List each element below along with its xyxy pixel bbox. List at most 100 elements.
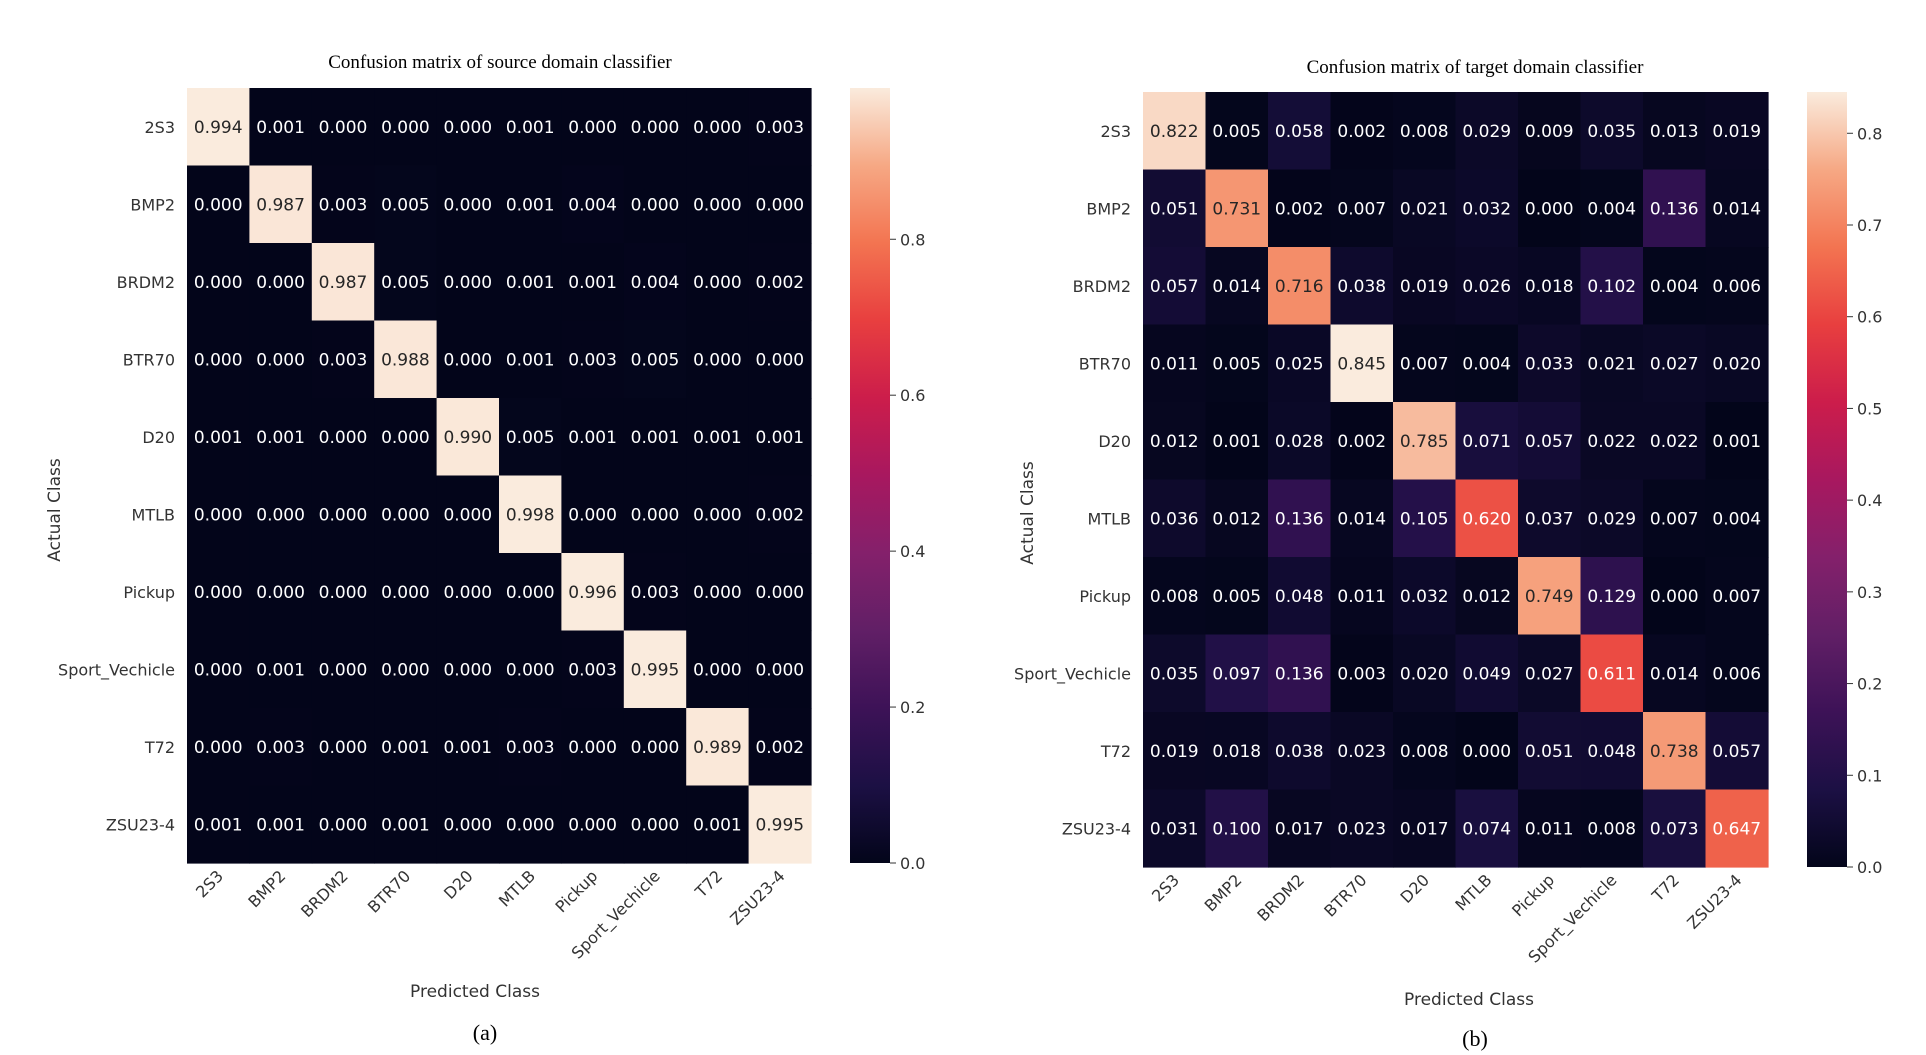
source-cell-6-5 [499, 553, 562, 632]
target-y-tick-label: BMP2 [1086, 199, 1131, 218]
target-cell-9-3 [1330, 789, 1394, 868]
target-cell-value-5-1: 0.012 [1212, 509, 1261, 529]
target-cell-9-5 [1455, 789, 1519, 868]
target-cell-0-7 [1580, 92, 1644, 171]
source-cell-value-7-6: 0.003 [568, 660, 617, 680]
source-y-tick-label: Pickup [123, 583, 175, 602]
target-colorbar [1807, 92, 1847, 867]
source-cell-value-5-1: 0.000 [256, 505, 305, 525]
target-y-tick-label: Pickup [1079, 587, 1131, 606]
source-cell-value-3-6: 0.003 [568, 350, 617, 370]
source-cell-9-1 [249, 785, 313, 864]
target-colorbar-ticks: 0.0 0.1 0.2 0.3 0.4 0.5 0.6 0.7 0.8 [1847, 124, 1882, 877]
target-cell-value-6-8: 0.000 [1650, 587, 1699, 607]
target-cell-7-0 [1143, 634, 1207, 713]
target-cell-value-4-5: 0.071 [1462, 432, 1511, 452]
source-cell-value-6-0: 0.000 [194, 583, 243, 603]
source-cell-value-2-8: 0.000 [693, 273, 742, 293]
source-cell-value-0-4: 0.000 [443, 118, 492, 138]
source-cell-value-9-6: 0.000 [568, 815, 617, 835]
target-cell-9-1 [1205, 789, 1269, 868]
target-cell-value-1-7: 0.004 [1587, 199, 1636, 219]
target-cell-5-4 [1393, 479, 1457, 558]
source-cell-7-5 [499, 630, 562, 709]
target-cell-value-0-2: 0.058 [1275, 122, 1324, 142]
target-cell-value-3-6: 0.033 [1525, 354, 1574, 374]
target-cell-6-9 [1705, 557, 1769, 636]
target-y-tick-label: ZSU23-4 [1062, 819, 1131, 838]
source-cell-value-5-9: 0.002 [755, 505, 804, 525]
source-matrix-title: Confusion matrix of source domain classi… [328, 52, 672, 73]
source-cell-value-6-7: 0.003 [631, 583, 680, 603]
target-cell-5-0 [1143, 479, 1207, 558]
source-cell-0-9 [748, 88, 812, 167]
source-colorbar-tick-label: 0.0 [900, 854, 925, 873]
target-cell-value-2-1: 0.014 [1212, 277, 1261, 297]
source-cell-8-2 [311, 708, 375, 787]
source-cell-value-0-2: 0.000 [319, 118, 368, 138]
source-cell-9-9 [748, 785, 812, 864]
source-cell-value-0-5: 0.001 [506, 118, 555, 138]
source-cell-value-9-7: 0.000 [631, 815, 680, 835]
source-x-tick-label: BTR70 [364, 866, 414, 916]
target-cell-value-0-5: 0.029 [1462, 122, 1511, 142]
target-cell-value-0-7: 0.035 [1587, 122, 1636, 142]
target-cell-0-2 [1268, 92, 1332, 171]
target-cell-0-3 [1330, 92, 1394, 171]
target-cell-value-4-2: 0.028 [1275, 432, 1324, 452]
source-cell-value-4-0: 0.001 [194, 428, 243, 448]
target-cell-value-3-8: 0.027 [1650, 354, 1699, 374]
source-cell-9-3 [374, 785, 438, 864]
target-colorbar-tick-label: 0.0 [1857, 858, 1882, 877]
source-cell-value-2-9: 0.002 [755, 273, 804, 293]
target-cell-value-4-3: 0.002 [1337, 432, 1386, 452]
target-cell-value-6-4: 0.032 [1400, 587, 1449, 607]
source-cell-value-8-1: 0.003 [256, 738, 305, 758]
source-cell-value-0-1: 0.001 [256, 118, 305, 138]
target-cell-value-1-3: 0.007 [1337, 199, 1386, 219]
target-cell-1-3 [1330, 169, 1394, 248]
source-cell-7-6 [561, 630, 625, 709]
source-cell-6-8 [686, 553, 750, 632]
target-cell-value-4-1: 0.001 [1212, 432, 1261, 452]
target-cell-value-3-9: 0.020 [1712, 354, 1761, 374]
source-cell-7-8 [686, 630, 750, 709]
source-cell-value-1-5: 0.001 [506, 195, 555, 215]
target-cell-8-9 [1705, 712, 1769, 791]
source-cell-1-7 [623, 165, 687, 244]
target-x-tick-label: BMP2 [1201, 870, 1246, 915]
target-y-tick-label: Sport_Vechicle [1014, 664, 1131, 684]
source-y-tick-label: 2S3 [144, 118, 175, 137]
source-cell-value-3-8: 0.000 [693, 350, 742, 370]
source-cell-6-1 [249, 553, 313, 632]
target-cell-value-7-8: 0.014 [1650, 664, 1699, 684]
source-cell-8-9 [748, 708, 812, 787]
target-cell-3-5 [1455, 324, 1519, 403]
target-cell-value-4-4: 0.785 [1400, 432, 1449, 452]
source-cell-value-3-9: 0.000 [755, 350, 804, 370]
source-cell-8-4 [436, 708, 500, 787]
source-cell-2-3 [374, 243, 438, 322]
source-cell-3-6 [561, 320, 625, 399]
source-cell-value-4-5: 0.005 [506, 428, 555, 448]
source-cell-0-2 [311, 88, 375, 167]
target-cell-9-7 [1580, 789, 1644, 868]
target-y-tick-label: BTR70 [1079, 354, 1131, 373]
source-cell-value-9-8: 0.001 [693, 815, 742, 835]
source-cell-2-5 [499, 243, 562, 322]
source-cell-value-2-2: 0.987 [319, 273, 368, 293]
source-cell-8-8 [686, 708, 750, 787]
target-cell-value-9-0: 0.031 [1150, 819, 1199, 839]
target-cell-9-0 [1143, 789, 1207, 868]
source-x-tick-label: ZSU23-4 [726, 866, 788, 928]
source-cell-value-7-7: 0.995 [631, 660, 680, 680]
source-cell-value-9-9: 0.995 [755, 815, 804, 835]
source-cell-value-1-4: 0.000 [443, 195, 492, 215]
target-cell-value-2-3: 0.038 [1337, 277, 1386, 297]
source-cell-value-2-1: 0.000 [256, 273, 305, 293]
target-cell-value-1-8: 0.136 [1650, 199, 1699, 219]
target-cell-value-7-9: 0.006 [1712, 664, 1761, 684]
source-cell-value-4-1: 0.001 [256, 428, 305, 448]
source-cell-9-2 [311, 785, 375, 864]
